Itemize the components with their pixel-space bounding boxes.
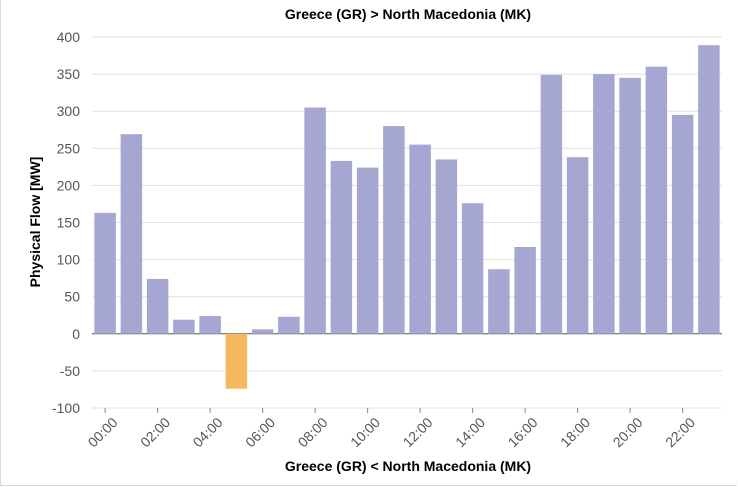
bar [566, 157, 589, 334]
bars [94, 45, 720, 389]
y-tick-label: 0 [72, 326, 80, 342]
y-tick-label: 300 [57, 103, 81, 119]
bar [199, 315, 221, 334]
bar [356, 167, 379, 334]
bar [435, 159, 458, 334]
x-tick-label: 14:00 [452, 414, 488, 450]
x-tick-label: 06:00 [242, 414, 278, 450]
x-axis-label: Greece (GR) < North Macedonia (MK) [285, 458, 531, 474]
y-tick-label: 350 [57, 66, 81, 82]
x-axis-ticks: 00:00 02:00 04:00 06:00 08:00 10:00 12:00 14:00… [85, 408, 698, 450]
bar [146, 278, 169, 334]
bar [645, 66, 668, 334]
y-tick-label: 250 [57, 140, 81, 156]
bar [409, 144, 431, 334]
bar [251, 329, 274, 334]
bar [120, 134, 143, 334]
x-tick-label: 20:00 [610, 414, 646, 450]
bar [698, 45, 720, 334]
x-tick-label: 22:00 [662, 414, 698, 450]
y-tick-label: -50 [60, 363, 80, 379]
bar [304, 107, 326, 334]
x-tick-label: 00:00 [85, 414, 121, 450]
x-tick-label: 02:00 [137, 414, 173, 450]
y-axis-label: Physical Flow [MW] [27, 157, 43, 288]
bar [488, 269, 510, 334]
y-tick-label: 100 [57, 252, 81, 268]
y-tick-label: 150 [57, 215, 81, 231]
x-tick-label: 16:00 [505, 414, 541, 450]
bar [383, 126, 405, 334]
bar [619, 77, 641, 334]
gridlines [92, 36, 722, 409]
bar [330, 160, 353, 334]
y-tick-label: 400 [57, 29, 81, 45]
bar [540, 74, 563, 334]
x-tick-label: 10:00 [347, 414, 383, 450]
bar [278, 316, 300, 334]
bar [225, 333, 248, 389]
bar [461, 203, 484, 334]
x-tick-label: 12:00 [400, 414, 436, 450]
bar [514, 246, 536, 334]
x-tick-label: 08:00 [295, 414, 331, 450]
x-tick-label: 18:00 [557, 414, 593, 450]
chart-title: Greece (GR) > North Macedonia (MK) [285, 6, 531, 22]
bar [593, 74, 615, 334]
bar [671, 114, 694, 334]
bar [94, 212, 116, 334]
bar [173, 319, 195, 334]
x-tick-label: 04:00 [190, 414, 226, 450]
y-tick-label: 200 [57, 177, 81, 193]
y-tick-label: -100 [52, 400, 80, 416]
y-axis-ticks: 400 350 300 250 200 150 100 50 0 -50 -100 [52, 29, 80, 416]
y-tick-label: 50 [64, 289, 80, 305]
